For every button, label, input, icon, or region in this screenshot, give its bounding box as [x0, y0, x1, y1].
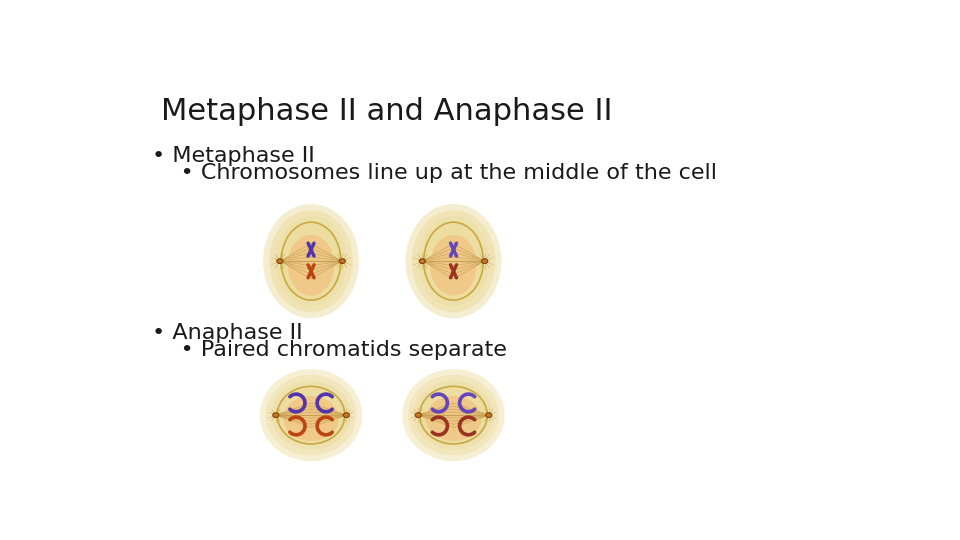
Ellipse shape: [482, 259, 488, 264]
Ellipse shape: [277, 386, 345, 444]
Ellipse shape: [425, 396, 481, 441]
Ellipse shape: [283, 396, 339, 441]
Text: • Chromosomes line up at the middle of the cell: • Chromosomes line up at the middle of t…: [152, 164, 717, 184]
Ellipse shape: [430, 235, 477, 295]
Text: • Paired chromatids separate: • Paired chromatids separate: [152, 340, 507, 361]
Ellipse shape: [276, 259, 283, 264]
Ellipse shape: [486, 413, 492, 417]
Ellipse shape: [420, 259, 425, 264]
Ellipse shape: [423, 222, 483, 300]
Ellipse shape: [273, 413, 278, 417]
Ellipse shape: [420, 386, 488, 444]
Ellipse shape: [344, 413, 349, 417]
Ellipse shape: [339, 259, 346, 264]
Ellipse shape: [416, 413, 421, 417]
Text: • Anaphase II: • Anaphase II: [152, 323, 302, 343]
Text: • Metaphase II: • Metaphase II: [152, 146, 315, 166]
Ellipse shape: [281, 222, 341, 300]
Text: Metaphase II and Anaphase II: Metaphase II and Anaphase II: [161, 97, 612, 126]
Ellipse shape: [288, 235, 334, 295]
